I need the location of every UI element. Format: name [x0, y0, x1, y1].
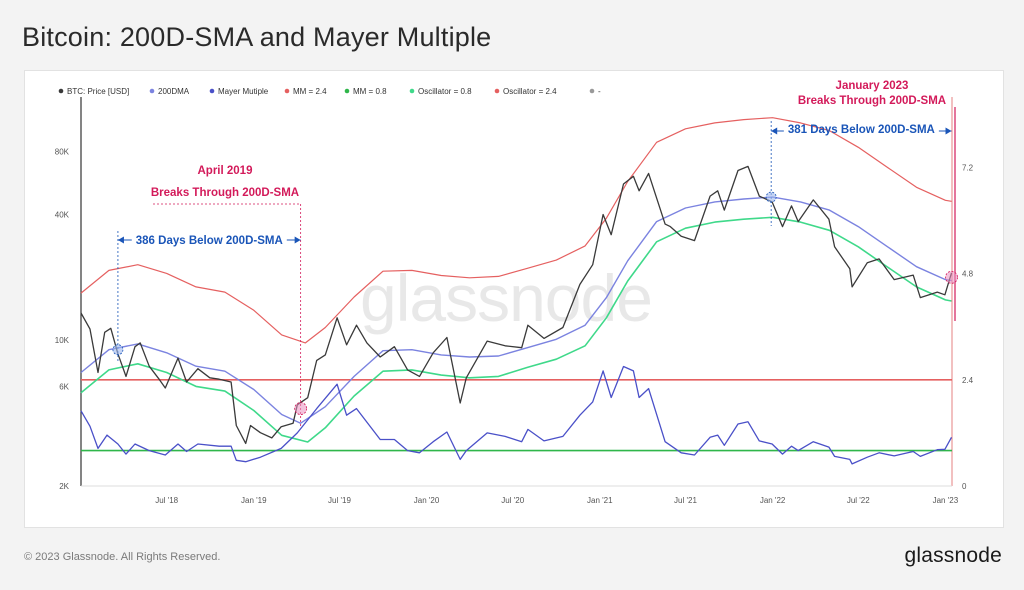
y-right-tick-label: 4.8	[962, 270, 974, 279]
series-line-mayer-mutiple	[80, 365, 953, 465]
x-tick-label: Jul '19	[328, 496, 351, 505]
legend-marker-oscillator-2-4	[494, 88, 500, 94]
legend-marker-mm-2-4	[284, 88, 290, 94]
legend-marker-mm-0-8	[344, 88, 350, 94]
span-label-381-days-below-200d-sma: 381 Days Below 200D-SMA	[788, 124, 935, 136]
april-2019-title: April 2019	[198, 165, 253, 177]
legend-label-dash: -	[598, 87, 601, 96]
legend-label-oscillator-0-8: Oscillator = 0.8	[418, 87, 472, 96]
series-line-oscillator-0-8	[80, 216, 952, 443]
y-left-tick-label: 2K	[59, 482, 69, 491]
x-tick-label: Jan '21	[587, 496, 613, 505]
span-arrowhead-end-386-days-below-200d-sma	[294, 236, 301, 244]
x-tick-label: Jan '23	[933, 496, 959, 505]
legend-label-mm-0-8: MM = 0.8	[353, 87, 387, 96]
x-tick-label: Jan '19	[241, 496, 267, 505]
reference-lines	[81, 378, 952, 452]
x-tick-label: Jul '18	[155, 496, 178, 505]
chart-panel: BTC: Price [USD] 200DMA Mayer Mutiple MM = …	[24, 70, 1004, 528]
x-tick-label: Jan '22	[760, 496, 786, 505]
legend-label-btc-price-usd: BTC: Price [USD]	[67, 87, 129, 96]
legend-label-mayer-mutiple: Mayer Mutiple	[218, 87, 269, 96]
x-tick-label: Jul '21	[674, 496, 697, 505]
chart-series	[80, 117, 953, 465]
span-arrowhead-start-386-days-below-200d-sma	[117, 236, 124, 244]
x-tick-label: Jul '22	[847, 496, 870, 505]
span-arrowhead-end-381-days-below-200d-sma	[945, 127, 952, 135]
span-arrowhead-start-381-days-below-200d-sma	[771, 127, 778, 135]
x-tick-label: Jul '20	[501, 496, 524, 505]
january-2023-title: January 2023	[836, 80, 909, 92]
legend-marker-mayer-mutiple	[209, 88, 215, 94]
legend-label-mm-2-4: MM = 2.4	[293, 87, 327, 96]
april-2019-break-marker	[294, 402, 308, 415]
y-left-tick-label: 6K	[59, 382, 69, 391]
footer-copyright: © 2023 Glassnode. All Rights Reserved.	[24, 551, 221, 563]
y-left-tick-label: 10K	[55, 336, 70, 345]
span-2-start-marker	[765, 191, 777, 203]
x-tick-label: Jan '20	[414, 496, 440, 505]
legend-label-200dma: 200DMA	[158, 87, 190, 96]
chart-annotations: April 2019 Breaks Through 200D-SMA January…	[112, 80, 958, 426]
april-2019-subtitle: Breaks Through 200D-SMA	[151, 187, 299, 199]
series-line-btc-price-usd	[80, 165, 953, 445]
y-right-tick-label: 0	[962, 482, 967, 491]
footer-brand-logo: glassnode	[904, 544, 1002, 567]
chart-watermark: glassnode	[360, 261, 652, 335]
page-title: Bitcoin: 200D-SMA and Mayer Multiple	[22, 22, 492, 52]
legend-marker-dash	[589, 88, 595, 94]
span-label-386-days-below-200d-sma: 386 Days Below 200D-SMA	[136, 235, 283, 247]
y-right-tick-label: 2.4	[962, 376, 974, 385]
y-left-tick-label: 40K	[55, 211, 70, 220]
chart-svg: BTC: Price [USD] 200DMA Mayer Mutiple MM = …	[55, 80, 974, 505]
january-2023-break-marker	[945, 270, 958, 284]
chart-legend: BTC: Price [USD] 200DMA Mayer Mutiple MM = …	[58, 87, 601, 96]
legend-marker-btc-price-usd	[58, 88, 64, 94]
legend-marker-oscillator-0-8	[409, 88, 415, 94]
january-2023-subtitle: Breaks Through 200D-SMA	[798, 95, 946, 107]
legend-marker-200dma	[149, 88, 155, 94]
y-right-tick-label: 7.2	[962, 163, 974, 172]
span-1-start-marker	[112, 344, 124, 356]
chart-axes: 2K 6K 10K 40K 80K 0 2.4 4.8 7.2 Jul '18 Jan '19 Jul…	[55, 97, 974, 505]
series-line-oscillator-2-4	[80, 117, 952, 344]
legend-label-oscillator-2-4: Oscillator = 2.4	[503, 87, 557, 96]
y-left-tick-label: 80K	[55, 148, 70, 157]
